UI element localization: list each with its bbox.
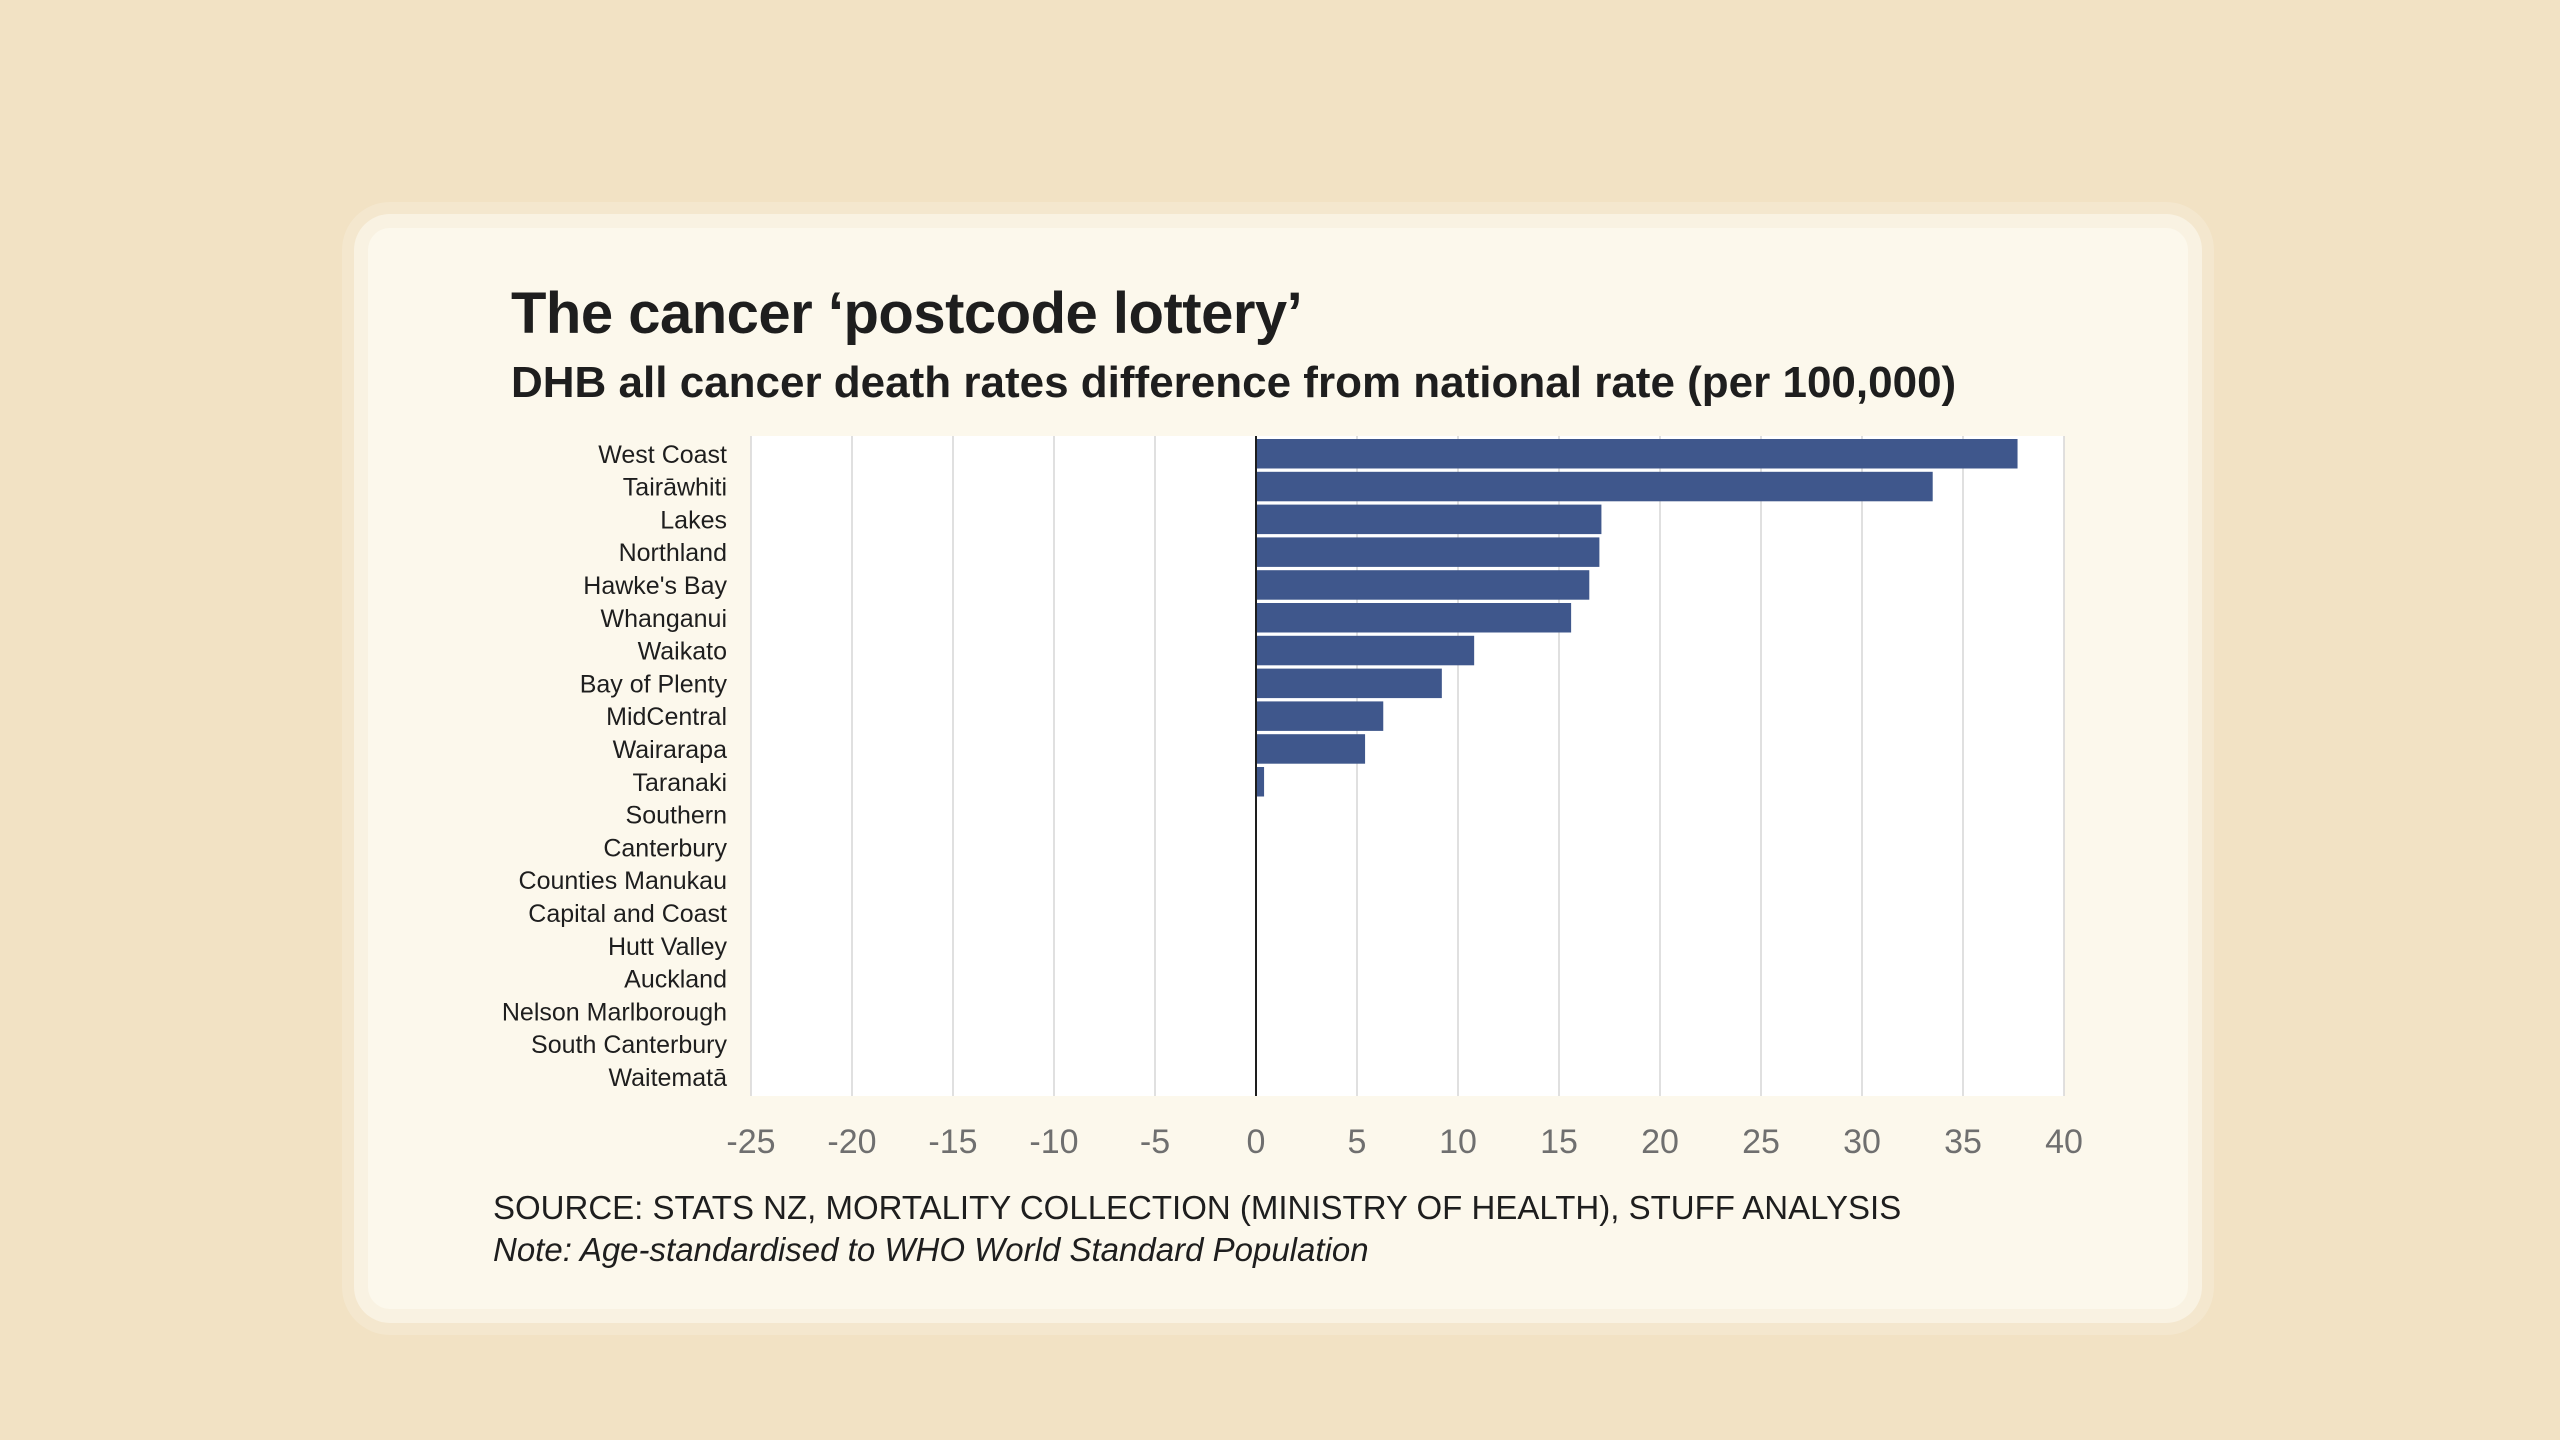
x-tick-label: -25 xyxy=(726,1123,775,1161)
bar-hawke-s-bay xyxy=(1256,570,1590,600)
x-tick-label: -20 xyxy=(827,1123,876,1161)
x-tick-labels: -25 -20 -15 -10 -5 0 5 10 15 20 25 30 35 40 xyxy=(726,1123,2082,1161)
category-label-bay-of-plenty: Bay of Plenty xyxy=(580,670,728,698)
x-tick-label: -10 xyxy=(1029,1123,1078,1161)
x-tick-label: 15 xyxy=(1540,1123,1578,1161)
category-label-canterbury: Canterbury xyxy=(603,834,727,862)
bar-west-coast xyxy=(1256,439,2018,469)
bar-wairarapa xyxy=(1256,734,1366,764)
category-label-hutt-valley: Hutt Valley xyxy=(608,933,728,961)
category-label-counties-manukau: Counties Manukau xyxy=(519,867,727,895)
x-tick-label: 5 xyxy=(1348,1123,1367,1161)
category-label-waikato: Waikato xyxy=(638,638,727,666)
bar-waikato xyxy=(1256,635,1475,666)
category-label-auckland: Auckland xyxy=(624,966,727,994)
bar-whanganui xyxy=(1256,603,1572,633)
x-tick-label: 40 xyxy=(2045,1123,2083,1161)
category-label-waitemata: Waitematā xyxy=(608,1064,727,1092)
x-tick-label: 25 xyxy=(1742,1123,1780,1161)
category-label-capital-and-coast: Capital and Coast xyxy=(528,900,727,928)
x-tick-label: -5 xyxy=(1140,1123,1170,1161)
bar-midcentral xyxy=(1256,701,1384,731)
category-label-northland: Northland xyxy=(619,539,727,567)
bar-taranaki xyxy=(1256,767,1265,797)
x-tick-label: 20 xyxy=(1641,1123,1679,1161)
category-label-hawke-s-bay: Hawke's Bay xyxy=(583,572,727,600)
chart-title: The cancer ‘postcode lottery’ xyxy=(511,281,1303,346)
category-label-wairarapa: Wairarapa xyxy=(613,736,727,764)
category-label-southern: Southern xyxy=(626,802,727,830)
plot-area xyxy=(751,436,2064,1096)
x-tick-label: -15 xyxy=(928,1123,977,1161)
x-tick-label: 30 xyxy=(1843,1123,1881,1161)
category-labels: West Coast Tairāwhiti Lakes Northland Hawke'… xyxy=(502,441,728,1092)
category-label-midcentral: MidCentral xyxy=(606,703,727,731)
category-label-south-canterbury: South Canterbury xyxy=(531,1031,727,1059)
bars xyxy=(1256,439,2018,797)
category-label-tairawhiti: Tairāwhiti xyxy=(623,474,727,502)
category-label-whanganui: Whanganui xyxy=(601,605,727,633)
method-note: Note: Age-standardised to WHO World Stan… xyxy=(493,1231,1369,1268)
category-label-taranaki: Taranaki xyxy=(633,769,728,797)
x-tick-label: 10 xyxy=(1439,1123,1477,1161)
x-tick-label: 0 xyxy=(1247,1123,1266,1161)
x-tick-label: 35 xyxy=(1944,1123,1982,1161)
category-label-lakes: Lakes xyxy=(660,506,727,534)
category-label-west-coast: West Coast xyxy=(598,441,727,469)
bar-northland xyxy=(1256,537,1600,567)
bar-tairawhiti xyxy=(1256,471,1933,502)
category-label-nelson-marlborough: Nelson Marlborough xyxy=(502,998,727,1026)
bar-lakes xyxy=(1256,504,1602,535)
source-note: SOURCE: STATS NZ, MORTALITY COLLECTION (… xyxy=(493,1189,1902,1226)
chart-subtitle: DHB all cancer death rates difference fr… xyxy=(511,358,1957,407)
bar-bay-of-plenty xyxy=(1256,668,1442,699)
